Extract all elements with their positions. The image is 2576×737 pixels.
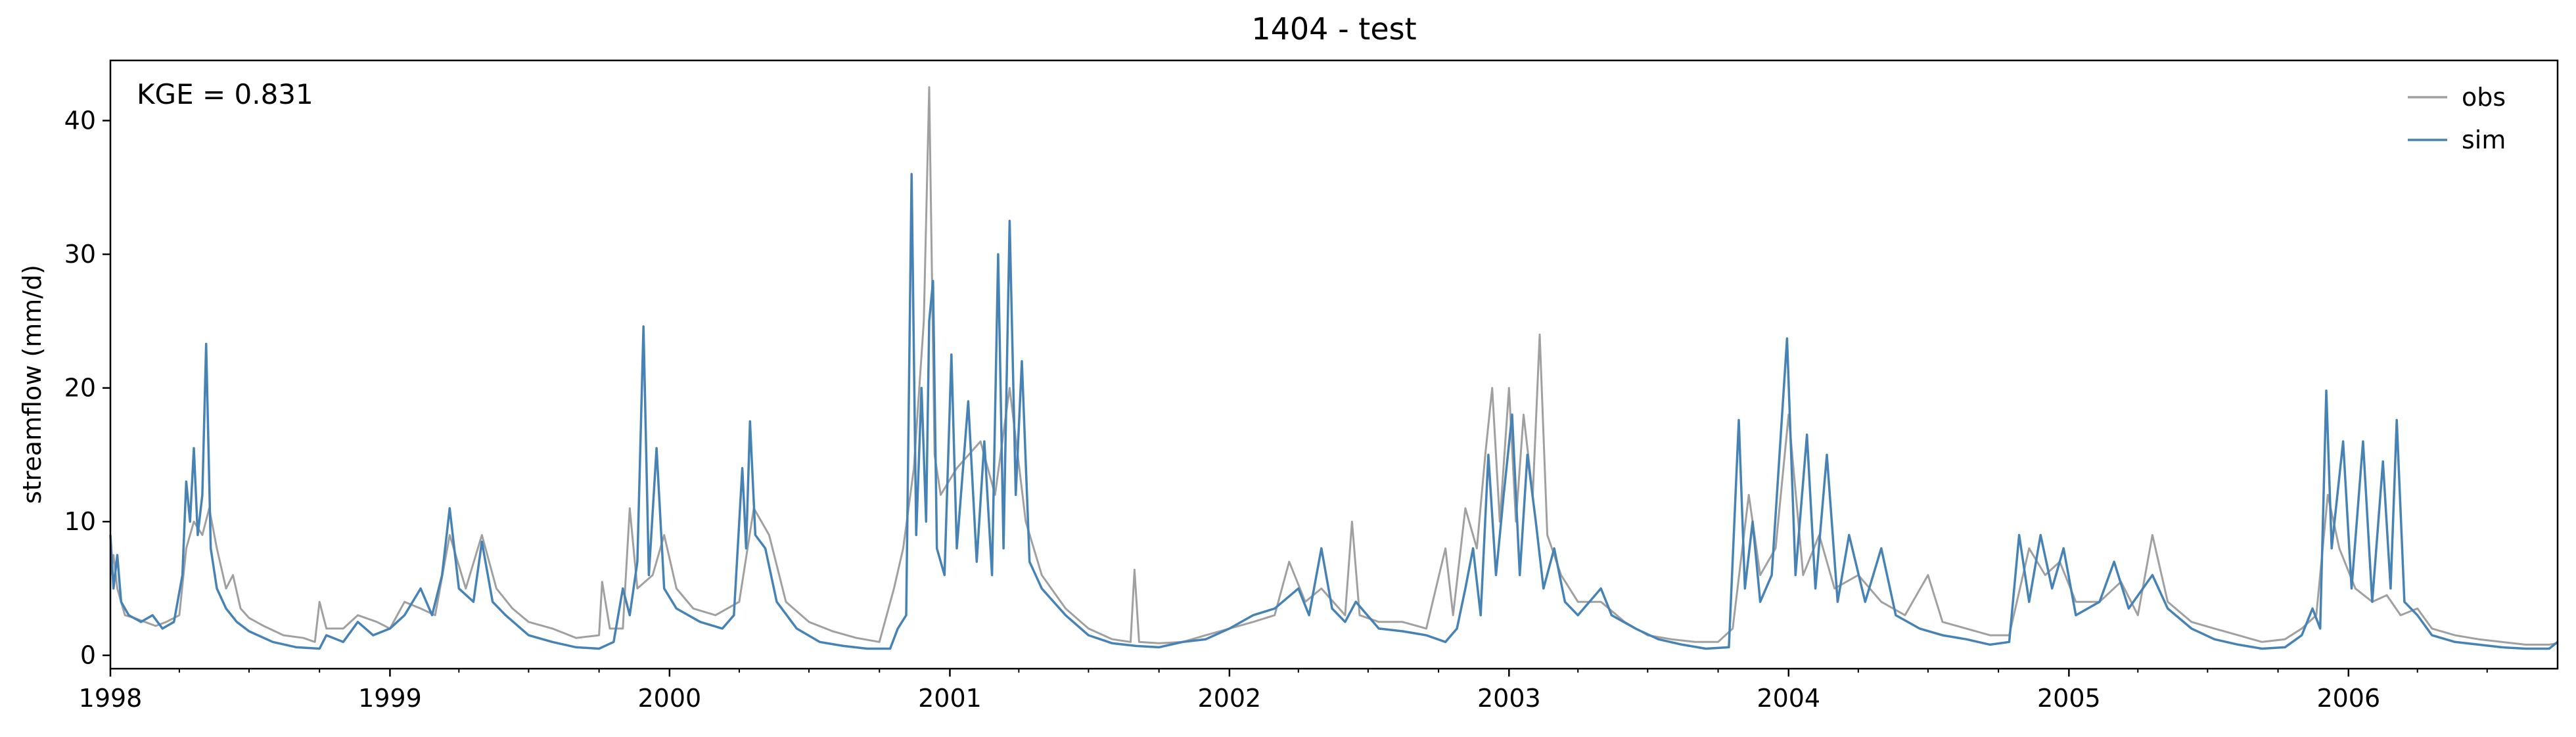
legend-obs-label: obs	[2462, 83, 2506, 112]
kge-annotation: KGE = 0.831	[137, 78, 313, 110]
y-tick-label: 30	[64, 240, 96, 269]
x-tick-label: 2004	[1757, 684, 1820, 713]
x-axis: 1998 1999 2000 2001 2002 2003 2004 2005 2006	[79, 669, 2488, 713]
x-tick-label: 2005	[2037, 684, 2101, 713]
y-axis-label: streamflow (mm/d)	[18, 265, 47, 504]
y-tick-label: 0	[80, 641, 96, 670]
y-axis: 0 10 20 30 40	[64, 106, 110, 670]
series-layer	[109, 86, 2559, 650]
series-line-sim	[109, 173, 2559, 650]
y-tick-label: 40	[64, 106, 96, 135]
x-tick-label: 2002	[1198, 684, 1262, 713]
legend-sim-label: sim	[2462, 125, 2506, 154]
x-tick-label: 1998	[79, 684, 143, 713]
series-line-obs	[109, 86, 2558, 646]
x-tick-label: 2003	[1477, 684, 1541, 713]
legend: obs sim	[2408, 83, 2506, 154]
plot-frame	[109, 59, 2559, 670]
x-tick-label: 2000	[638, 684, 702, 713]
x-tick-label: 1999	[358, 684, 422, 713]
y-tick-label: 10	[64, 507, 96, 536]
x-tick-label: 2006	[2316, 684, 2380, 713]
chart-title: 1404 - test	[1251, 11, 1416, 47]
x-tick-label: 2001	[918, 684, 982, 713]
y-tick-label: 20	[64, 374, 96, 403]
